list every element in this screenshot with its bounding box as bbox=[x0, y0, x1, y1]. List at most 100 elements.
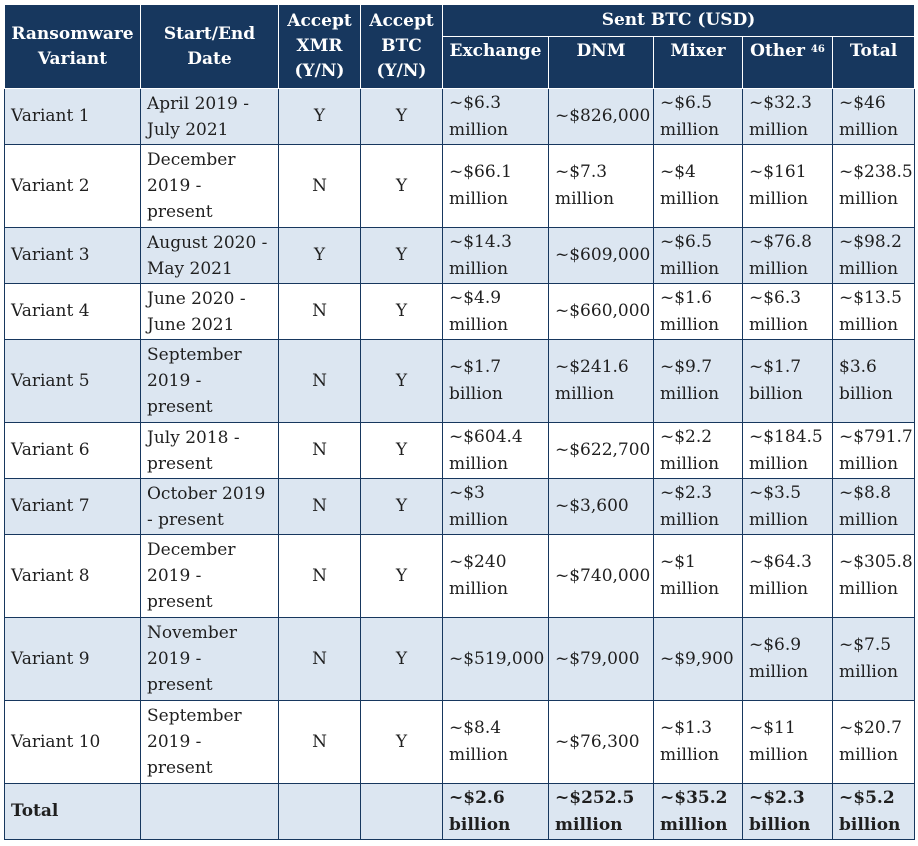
total-exchange: ~$2.6 billion bbox=[442, 783, 549, 840]
cell-total: $3.6 billion bbox=[831, 339, 916, 423]
footnote-ref: 46 bbox=[810, 44, 825, 55]
cell-exchange: ~$66.1 million bbox=[442, 144, 549, 228]
cell-dnm: ~$622,700 bbox=[548, 422, 654, 479]
cell-mixer: ~$1 million bbox=[653, 534, 743, 618]
total-empty bbox=[140, 783, 279, 840]
cell-total: ~$20.7 million bbox=[831, 700, 916, 784]
cell-xmr: N bbox=[278, 339, 361, 423]
table-row: Variant 7 October 2019 - present N Y ~$3… bbox=[4, 478, 916, 535]
cell-btc: Y bbox=[360, 534, 443, 618]
cell-dnm: ~$660,000 bbox=[548, 283, 654, 340]
header-xmr: Accept XMR (Y/N) bbox=[278, 4, 361, 89]
cell-variant: Variant 9 bbox=[4, 617, 141, 701]
cell-mixer: ~$1.6 million bbox=[653, 283, 743, 340]
total-empty bbox=[360, 783, 443, 840]
cell-btc: Y bbox=[360, 478, 443, 535]
cell-exchange: ~$240 million bbox=[442, 534, 549, 618]
cell-dnm: ~$826,000 bbox=[548, 88, 654, 145]
cell-variant: Variant 3 bbox=[4, 227, 141, 284]
cell-dnm: ~$7.3 million bbox=[548, 144, 654, 228]
cell-dnm: ~$609,000 bbox=[548, 227, 654, 284]
cell-btc: Y bbox=[360, 283, 443, 340]
table-row: Variant 3 August 2020 - May 2021 Y Y ~$1… bbox=[4, 227, 916, 284]
cell-exchange: ~$1.7 billion bbox=[442, 339, 549, 423]
cell-other: ~$6.9 million bbox=[742, 617, 833, 701]
cell-other: ~$6.3 million bbox=[742, 283, 833, 340]
cell-variant: Variant 4 bbox=[4, 283, 141, 340]
cell-dnm: ~$740,000 bbox=[548, 534, 654, 618]
cell-dates: August 2020 - May 2021 bbox=[140, 227, 279, 284]
cell-exchange: ~$3 million bbox=[442, 478, 549, 535]
header-variant: Ransomware Variant bbox=[4, 4, 141, 89]
cell-xmr: Y bbox=[278, 88, 361, 145]
cell-other: ~$1.7 billion bbox=[742, 339, 833, 423]
cell-other: ~$184.5 million bbox=[742, 422, 833, 479]
cell-dnm: ~$79,000 bbox=[548, 617, 654, 701]
cell-other: ~$64.3 million bbox=[742, 534, 833, 618]
cell-mixer: ~$6.5 million bbox=[653, 88, 743, 145]
table-row: Variant 10 September 2019 - present N Y … bbox=[4, 700, 916, 784]
cell-exchange: ~$519,000 bbox=[442, 617, 549, 701]
cell-other: ~$11 million bbox=[742, 700, 833, 784]
cell-other: ~$3.5 million bbox=[742, 478, 833, 535]
table-row: Variant 1 April 2019 - July 2021 Y Y ~$6… bbox=[4, 88, 916, 145]
cell-exchange: ~$8.4 million bbox=[442, 700, 549, 784]
table-row: Variant 4 June 2020 - June 2021 N Y ~$4.… bbox=[4, 283, 916, 340]
cell-variant: Variant 10 bbox=[4, 700, 141, 784]
cell-mixer: ~$2.2 million bbox=[653, 422, 743, 479]
total-row: Total ~$2.6 billion ~$252.5 million ~$35… bbox=[4, 783, 916, 840]
cell-xmr: Y bbox=[278, 227, 361, 284]
cell-btc: Y bbox=[360, 700, 443, 784]
cell-dates: September 2019 - present bbox=[140, 700, 279, 784]
cell-mixer: ~$9.7 million bbox=[653, 339, 743, 423]
header-btc: Accept BTC (Y/N) bbox=[360, 4, 443, 89]
cell-btc: Y bbox=[360, 617, 443, 701]
cell-variant: Variant 1 bbox=[4, 88, 141, 145]
total-mixer: ~$35.2 million bbox=[653, 783, 743, 840]
cell-xmr: N bbox=[278, 283, 361, 340]
cell-dnm: ~$241.6 million bbox=[548, 339, 654, 423]
cell-dnm: ~$3,600 bbox=[548, 478, 654, 535]
cell-xmr: N bbox=[278, 534, 361, 618]
cell-total: ~$13.5 million bbox=[831, 283, 916, 340]
table-row: Variant 5 September 2019 - present N Y ~… bbox=[4, 339, 916, 423]
cell-variant: Variant 8 bbox=[4, 534, 141, 618]
cell-xmr: N bbox=[278, 422, 361, 479]
cell-btc: Y bbox=[360, 422, 443, 479]
cell-exchange: ~$14.3 million bbox=[442, 227, 549, 284]
total-label: Total bbox=[4, 783, 141, 840]
cell-variant: Variant 6 bbox=[4, 422, 141, 479]
table-row: Variant 2 December 2019 - present N Y ~$… bbox=[4, 144, 916, 228]
cell-dates: July 2018 - present bbox=[140, 422, 279, 479]
cell-total: ~$791.7 million bbox=[831, 422, 916, 479]
cell-xmr: N bbox=[278, 144, 361, 228]
table-row: Variant 8 December 2019 - present N Y ~$… bbox=[4, 534, 916, 618]
cell-dates: September 2019 - present bbox=[140, 339, 279, 423]
cell-btc: Y bbox=[360, 144, 443, 228]
ransomware-btc-table: Ransomware Variant Start/End Date Accept… bbox=[4, 4, 916, 840]
cell-mixer: ~$2.3 million bbox=[653, 478, 743, 535]
table-row: Variant 6 July 2018 - present N Y ~$604.… bbox=[4, 422, 916, 479]
cell-total: ~$8.8 million bbox=[831, 478, 916, 535]
header-sent-btc: Sent BTC (USD) bbox=[441, 4, 916, 37]
header-exchange: Exchange bbox=[442, 36, 549, 89]
cell-dates: October 2019 - present bbox=[140, 478, 279, 535]
cell-xmr: N bbox=[278, 617, 361, 701]
cell-total: ~$98.2 million bbox=[831, 227, 916, 284]
cell-other: ~$161 million bbox=[742, 144, 833, 228]
header-other-label: Other bbox=[750, 41, 805, 61]
total-total: ~$5.2 billion bbox=[831, 783, 916, 840]
total-other: ~$2.3 billion bbox=[742, 783, 833, 840]
cell-dates: April 2019 - July 2021 bbox=[140, 88, 279, 145]
cell-xmr: N bbox=[278, 700, 361, 784]
cell-total: ~$238.5 million bbox=[831, 144, 916, 228]
cell-btc: Y bbox=[360, 88, 443, 145]
cell-dates: June 2020 - June 2021 bbox=[140, 283, 279, 340]
cell-btc: Y bbox=[360, 339, 443, 423]
cell-exchange: ~$6.3 million bbox=[442, 88, 549, 145]
cell-variant: Variant 5 bbox=[4, 339, 141, 423]
total-dnm: ~$252.5 million bbox=[548, 783, 654, 840]
cell-btc: Y bbox=[360, 227, 443, 284]
cell-mixer: ~$6.5 million bbox=[653, 227, 743, 284]
cell-dates: December 2019 - present bbox=[140, 534, 279, 618]
